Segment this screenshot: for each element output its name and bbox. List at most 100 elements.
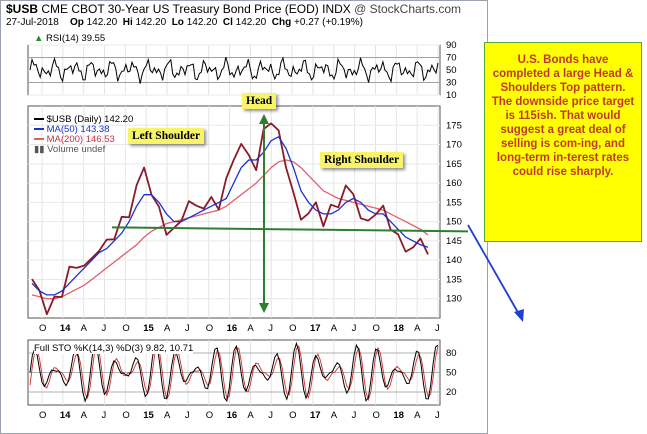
sto-xtick-label: O xyxy=(122,410,129,421)
chg-value: +0.27 (+0.19%) xyxy=(294,17,363,28)
down-arrow-head-icon xyxy=(259,303,269,313)
lo-value: 142.20 xyxy=(186,17,218,28)
head-label: Head xyxy=(242,93,277,109)
rsi-line xyxy=(29,56,439,84)
sto-xtick-label: J xyxy=(435,410,440,421)
source: @ StockCharts.com xyxy=(354,2,462,16)
left-shoulder-label: Left Shoulder xyxy=(128,128,205,144)
sto-tick-label: 20 xyxy=(446,387,457,398)
chg-label: Chg xyxy=(271,17,292,28)
price-xtick-label: J xyxy=(102,323,107,334)
price-xtick-label: A xyxy=(331,323,338,334)
symbol: $USB xyxy=(6,2,39,16)
sto-xtick-label: A xyxy=(81,410,88,421)
price-xtick-label: A xyxy=(247,323,254,334)
legend-price: $USB (Daily) 142.20 xyxy=(34,114,133,125)
legend-volume: ▮▮ Volume undef xyxy=(34,144,106,155)
description: CME CBOT 30-Year US Treasury Bond Price … xyxy=(41,2,319,16)
callout-line-1: U.S. Bonds have completed a large Head &… xyxy=(492,54,634,94)
rsi-label: ▲ RSI(14) 39.55 xyxy=(34,33,106,44)
price-xtick-label: O xyxy=(372,323,379,334)
chart-header: $USB CME CBOT 30-Year US Treasury Bond P… xyxy=(6,2,461,16)
sto-xtick-label: 14 xyxy=(60,410,71,421)
sto-xtick-label: A xyxy=(414,410,421,421)
sto-xtick-label: 15 xyxy=(143,410,154,421)
sto-xtick-label: O xyxy=(372,410,379,421)
legend-ma50: MA(50) 143.38 xyxy=(34,124,109,135)
legend-ma200-swatch-icon xyxy=(34,138,44,141)
sto-xtick-label: J xyxy=(102,410,107,421)
price-tick-label: 165 xyxy=(446,159,462,170)
hi-label: Hi xyxy=(122,17,133,28)
sto-xtick-label: J xyxy=(268,410,273,421)
sto-xtick-label: A xyxy=(164,410,171,421)
price-xtick-label: 16 xyxy=(227,323,238,334)
price-xtick-label: O xyxy=(206,323,213,334)
legend-ma200: MA(200) 146.53 xyxy=(34,134,115,145)
price-tick-label: 145 xyxy=(446,236,462,247)
up-arrow-head-icon xyxy=(259,114,269,124)
exchange: INDX xyxy=(322,2,351,16)
price-xtick-label: A xyxy=(164,323,171,334)
sto-xtick-label: 16 xyxy=(227,410,238,421)
price-xtick-label: 18 xyxy=(393,323,404,334)
projection-arrow-head-icon xyxy=(514,309,524,322)
price-xtick-label: A xyxy=(81,323,88,334)
neckline xyxy=(111,226,469,233)
price-tick-label: 175 xyxy=(446,120,462,131)
sto-k-line xyxy=(29,341,439,403)
op-label: Op xyxy=(69,17,84,28)
cl-value: 142.20 xyxy=(235,17,267,28)
projection-arrow xyxy=(467,224,521,317)
rsi-tick-label: 10 xyxy=(446,90,457,101)
sto-label: Full STO %K(14,3) %D(3) 9.82, 10.71 xyxy=(34,343,194,354)
price-xtick-label: J xyxy=(185,323,190,334)
sto-xtick-label: 18 xyxy=(393,410,404,421)
cl-label: Cl xyxy=(222,17,233,28)
volume-bars-icon: ▮▮ xyxy=(34,144,45,155)
sto-tick-label: 50 xyxy=(446,368,457,379)
rsi-tick-label: 70 xyxy=(446,53,457,64)
sto-xtick-label: O xyxy=(206,410,213,421)
price-line xyxy=(31,122,429,316)
date: 27-Jul-2018 xyxy=(6,17,59,28)
price-xtick-label: 15 xyxy=(143,323,154,334)
op-value: 142.20 xyxy=(86,17,118,28)
sto-xtick-label: O xyxy=(289,410,296,421)
price-xtick-label: O xyxy=(289,323,296,334)
sto-tick-label: 80 xyxy=(446,348,457,359)
sto-xtick-label: A xyxy=(331,410,338,421)
price-xtick-label: O xyxy=(39,323,46,334)
ma50-line xyxy=(31,136,429,296)
hi-value: 142.20 xyxy=(135,17,167,28)
price-tick-label: 160 xyxy=(446,178,462,189)
ohlc-line: 27-Jul-2018 Op 142.20 Hi 142.20 Lo 142.2… xyxy=(6,17,363,28)
price-tick-label: 140 xyxy=(446,255,462,266)
legend-ma50-swatch-icon xyxy=(34,128,44,131)
rsi-icon: ▲ xyxy=(34,33,44,44)
sto-xtick-label: J xyxy=(185,410,190,421)
price-tick-label: 135 xyxy=(446,274,462,285)
sto-xtick-label: J xyxy=(352,410,357,421)
price-tick-label: 130 xyxy=(446,294,462,305)
price-xtick-label: 14 xyxy=(60,323,71,334)
price-xtick-label: 17 xyxy=(310,323,321,334)
price-xtick-label: J xyxy=(352,323,357,334)
rsi-tick-label: 50 xyxy=(446,65,457,76)
right-shoulder-label: Right Shoulder xyxy=(320,152,404,168)
callout-line-2: The downside price target is 115ish. Tha… xyxy=(491,96,635,178)
rsi-tick-label: 90 xyxy=(446,40,457,51)
callout-box: U.S. Bonds have completed a large Head &… xyxy=(484,42,642,242)
price-tick-label: 170 xyxy=(446,140,462,151)
price-xtick-label: O xyxy=(122,323,129,334)
price-tick-label: 155 xyxy=(446,197,462,208)
price-tick-label: 150 xyxy=(446,217,462,228)
legend-price-swatch-icon xyxy=(34,118,44,121)
price-xtick-label: J xyxy=(435,323,440,334)
lo-label: Lo xyxy=(171,17,184,28)
price-xtick-label: A xyxy=(414,323,421,334)
sto-xtick-label: O xyxy=(39,410,46,421)
sto-xtick-label: A xyxy=(247,410,254,421)
price-xtick-label: J xyxy=(268,323,273,334)
